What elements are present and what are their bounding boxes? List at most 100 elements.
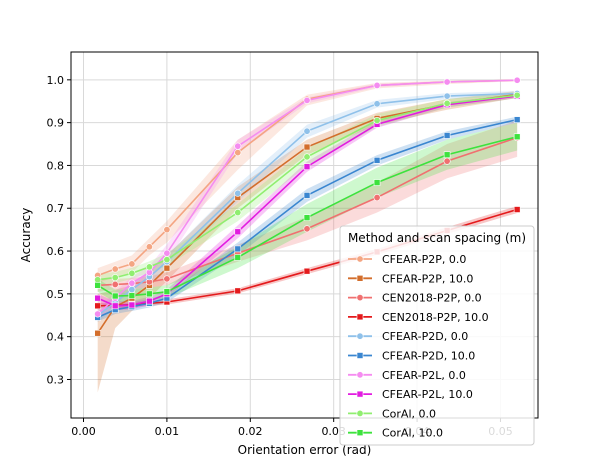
legend-box bbox=[339, 225, 535, 446]
cen2018-p2p-0-0-point bbox=[443, 157, 451, 165]
cen2018-p2p-0-0-point bbox=[111, 280, 119, 288]
y-tick-label: 1.0 bbox=[47, 74, 65, 87]
cfear-p2d-0-0-point bbox=[234, 189, 242, 197]
y-tick-label: 0.6 bbox=[47, 245, 65, 258]
x-tick-label: 0.01 bbox=[155, 425, 180, 438]
legend-coral-0-0-label: CorAl, 0.0 bbox=[382, 407, 436, 420]
cfear-p2d-0-0-point bbox=[443, 92, 451, 100]
legend-title: Method and scan spacing (m) bbox=[348, 231, 526, 245]
cfear-p2p-0-0-point bbox=[234, 149, 242, 157]
cfear-p2l-10-0-point bbox=[111, 302, 119, 310]
coral-0-0-line bbox=[97, 94, 518, 281]
cfear-p2d-10-0-line bbox=[97, 118, 518, 319]
legend-coral-0-0-swatch-marker bbox=[356, 409, 364, 417]
coral-10-0-band bbox=[97, 122, 518, 303]
coral-0-0-point bbox=[111, 274, 119, 282]
y-tick-label: 0.9 bbox=[47, 117, 65, 130]
coral-0-0-point bbox=[303, 153, 311, 161]
coral-0-0-point bbox=[128, 269, 136, 277]
axes-frame bbox=[70, 51, 539, 419]
cen2018-p2p-0-0-point bbox=[163, 275, 171, 283]
legend-coral-10-0-label: CorAl, 10.0 bbox=[382, 427, 443, 440]
coral-10-0-point bbox=[94, 281, 101, 289]
cfear-p2l-10-0-point bbox=[128, 301, 136, 309]
legend-cen2018-p2p-0-0-swatch-marker bbox=[356, 294, 364, 302]
cfear-p2l-0-0-point bbox=[303, 96, 311, 104]
y-tick-label: 0.7 bbox=[47, 202, 65, 215]
series-markers bbox=[94, 76, 521, 337]
x-tick-label: 0.00 bbox=[71, 425, 96, 438]
coral-0-0-band bbox=[97, 92, 518, 286]
cfear-p2l-10-0-point bbox=[94, 294, 101, 302]
x-tick-label: 0.02 bbox=[238, 425, 263, 438]
cfear-p2p-10-0-band bbox=[97, 90, 518, 393]
cfear-p2p-0-0-point bbox=[111, 265, 119, 273]
cfear-p2l-0-0-line bbox=[97, 79, 518, 315]
cfear-p2l-0-0-point bbox=[443, 78, 451, 86]
y-tick-label: 0.4 bbox=[47, 331, 65, 344]
cfear-p2d-10-0-point bbox=[234, 245, 242, 253]
legend-cfear-p2p-0-0-label: CFEAR-P2P, 0.0 bbox=[382, 253, 466, 266]
legend-coral-10-0-swatch-marker bbox=[356, 429, 364, 437]
series-lines bbox=[97, 79, 518, 334]
x-axis-title: Orientation error (rad) bbox=[238, 443, 372, 457]
coral-0-0-point bbox=[373, 116, 381, 124]
cfear-p2d-10-0-point bbox=[513, 116, 521, 123]
legend-cen2018-p2p-10-0-label: CEN2018-P2P, 10.0 bbox=[382, 311, 489, 324]
legend: Method and scan spacing (m) CFEAR-P2P, 0… bbox=[339, 225, 535, 446]
cfear-p2d-10-0-point bbox=[443, 132, 451, 139]
coral-10-0-point bbox=[443, 151, 451, 159]
legend-cfear-p2d-0-0-swatch-marker bbox=[356, 332, 364, 340]
y-tick-label: 0.5 bbox=[47, 288, 65, 301]
cfear-p2l-10-0-point bbox=[303, 163, 311, 171]
legend-cen2018-p2p-0-0-label: CEN2018-P2P, 0.0 bbox=[382, 292, 482, 305]
cfear-p2p-0-0-point bbox=[128, 260, 136, 268]
cfear-p2p-10-0-point bbox=[303, 143, 311, 151]
cfear-p2p-0-0-point bbox=[145, 243, 153, 251]
coral-0-0-point bbox=[443, 99, 451, 107]
coral-0-0-point bbox=[163, 256, 171, 264]
legend-cfear-p2p-0-0-swatch-marker bbox=[356, 255, 364, 263]
legend-cen2018-p2p-10-0-swatch-marker bbox=[356, 313, 364, 321]
cfear-p2l-0-0-point bbox=[128, 279, 136, 287]
legend-cfear-p2p-10-0-swatch-marker bbox=[356, 274, 364, 282]
coral-10-0-point bbox=[513, 133, 521, 141]
cfear-p2l-0-0-point bbox=[234, 142, 242, 150]
legend-cfear-p2l-0-0-swatch-marker bbox=[356, 371, 364, 379]
cfear-p2d-0-0-point bbox=[128, 286, 136, 294]
cen2018-p2p-10-0-point bbox=[513, 206, 521, 213]
legend-cfear-p2d-10-0-label: CFEAR-P2D, 10.0 bbox=[382, 350, 475, 363]
cfear-p2d-10-0-point bbox=[303, 192, 311, 199]
cfear-p2d-0-0-point bbox=[373, 100, 381, 108]
legend-cfear-p2l-0-0-label: CFEAR-P2L, 0.0 bbox=[382, 369, 466, 382]
cfear-p2l-10-0-line bbox=[97, 95, 518, 307]
coral-10-0-point bbox=[111, 292, 119, 300]
cfear-p2p-10-0-point bbox=[163, 264, 171, 272]
legend-items: CFEAR-P2P, 0.0 CFEAR-P2P, 10.0 CEN2018-P2P… bbox=[348, 253, 489, 440]
legend-cfear-p2d-0-0-label: CFEAR-P2D, 0.0 bbox=[382, 330, 468, 343]
cfear-p2p-10-0-point bbox=[94, 329, 101, 337]
cfear-p2d-10-0-band bbox=[97, 116, 518, 322]
cfear-p2l-10-0-point bbox=[146, 297, 153, 305]
cen2018-p2p-0-0-point bbox=[303, 225, 311, 233]
legend-cfear-p2l-10-0-label: CFEAR-P2L, 10.0 bbox=[382, 388, 473, 401]
confidence-bands bbox=[97, 79, 518, 393]
cfear-p2l-10-0-point bbox=[234, 228, 242, 236]
cfear-p2l-0-0-point bbox=[163, 249, 171, 257]
coral-10-0-point bbox=[234, 254, 242, 261]
coral-0-0-point bbox=[145, 263, 153, 271]
cen2018-p2p-10-0-point bbox=[94, 302, 101, 310]
y-tick-label: 0.8 bbox=[47, 159, 65, 172]
cfear-p2l-0-0-point bbox=[94, 310, 102, 318]
cfear-p2p-0-0-band bbox=[97, 79, 518, 284]
coral-10-0-point bbox=[128, 292, 136, 299]
cen2018-p2p-0-0-line bbox=[97, 136, 518, 287]
cen2018-p2p-0-0-band bbox=[97, 120, 518, 292]
coral-10-0-point bbox=[146, 290, 153, 298]
legend-cfear-p2l-10-0-swatch-marker bbox=[356, 390, 364, 398]
cen2018-p2p-10-0-point bbox=[234, 287, 242, 295]
cfear-p2l-0-0-point bbox=[513, 76, 521, 84]
cfear-p2d-0-0-point bbox=[303, 127, 311, 135]
cen2018-p2p-0-0-point bbox=[373, 194, 381, 202]
